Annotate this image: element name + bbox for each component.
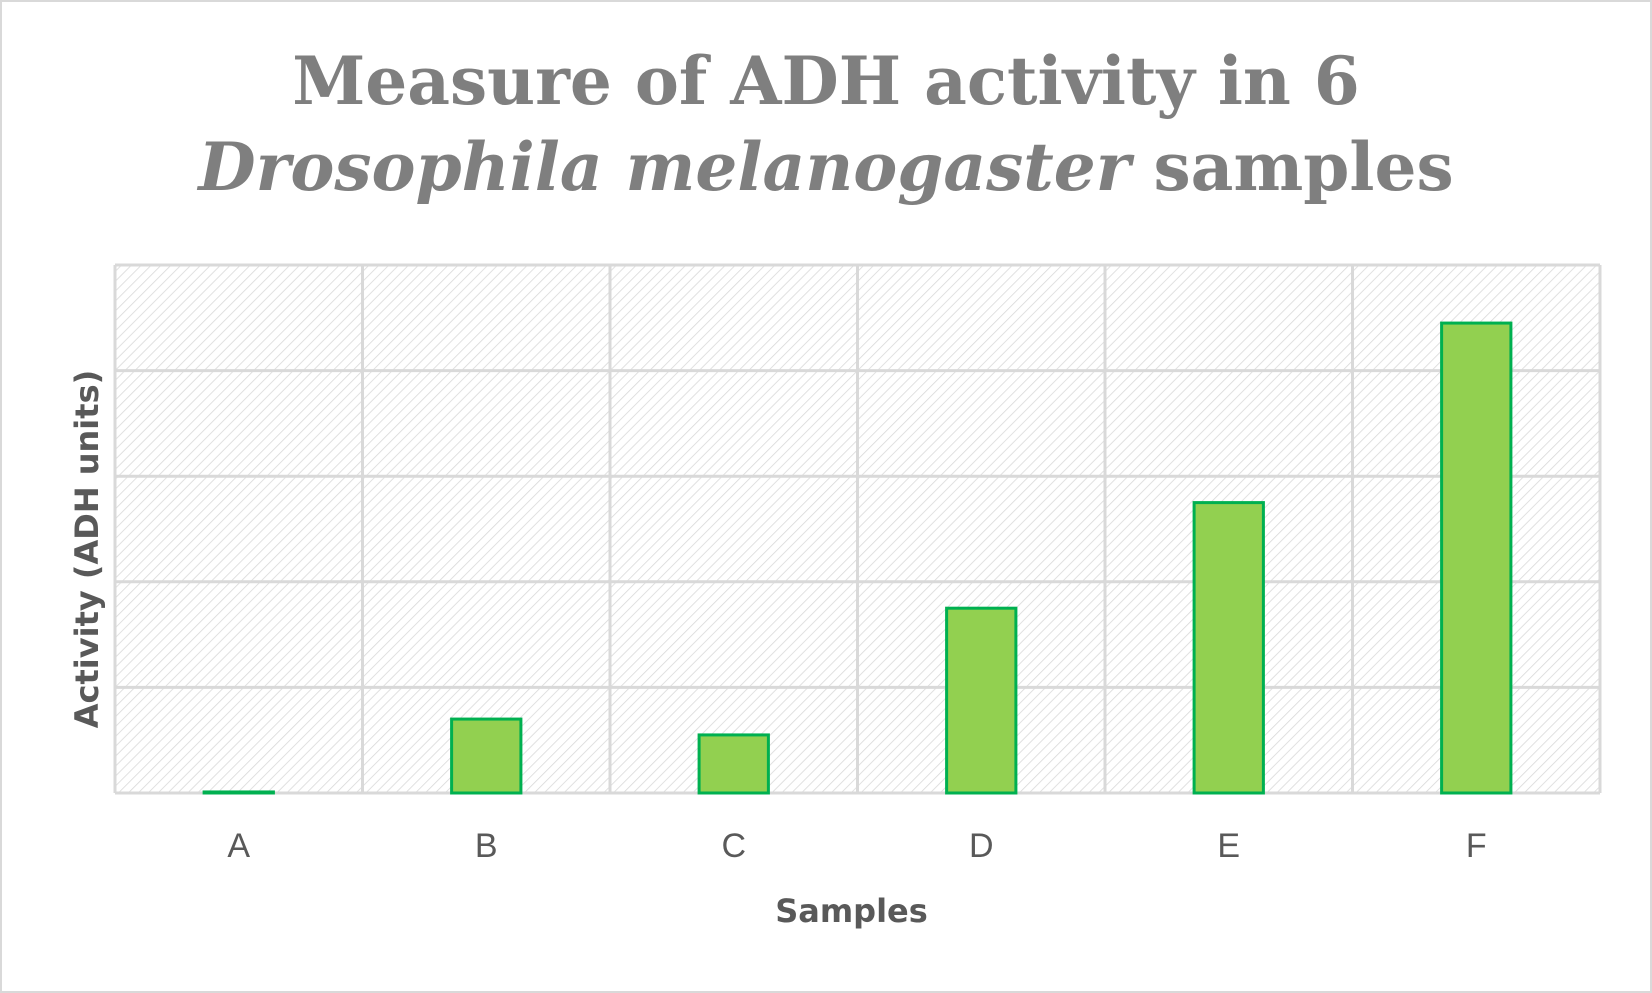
chart-title: Measure of ADH activity in 6 Drosophila …: [0, 38, 1652, 210]
y-axis-title: Activity (ADH units): [68, 370, 106, 729]
x-tick-label: C: [721, 827, 746, 865]
title-suffix: samples: [1130, 128, 1454, 206]
gridlines: [113, 263, 1602, 795]
title-line-2: Drosophila melanogaster samples: [0, 124, 1652, 210]
bar-D: [945, 606, 1018, 795]
bar-A: [202, 790, 275, 795]
title-line-1: Measure of ADH activity in 6: [292, 42, 1360, 120]
bars: [202, 321, 1513, 795]
bar-C: [697, 733, 770, 795]
x-tick-label: D: [969, 827, 994, 865]
bar-B: [450, 717, 523, 795]
x-tick-label: F: [1466, 827, 1487, 865]
x-tick-label: A: [227, 827, 250, 865]
x-tick-label: E: [1217, 827, 1240, 865]
title-species: Drosophila melanogaster: [198, 128, 1131, 206]
x-axis-title: Samples: [775, 892, 928, 930]
bar-F: [1440, 321, 1513, 795]
x-tick-label: B: [475, 827, 498, 865]
bar-E: [1192, 501, 1265, 795]
x-tick-labels: A B C D E F: [227, 827, 1486, 865]
